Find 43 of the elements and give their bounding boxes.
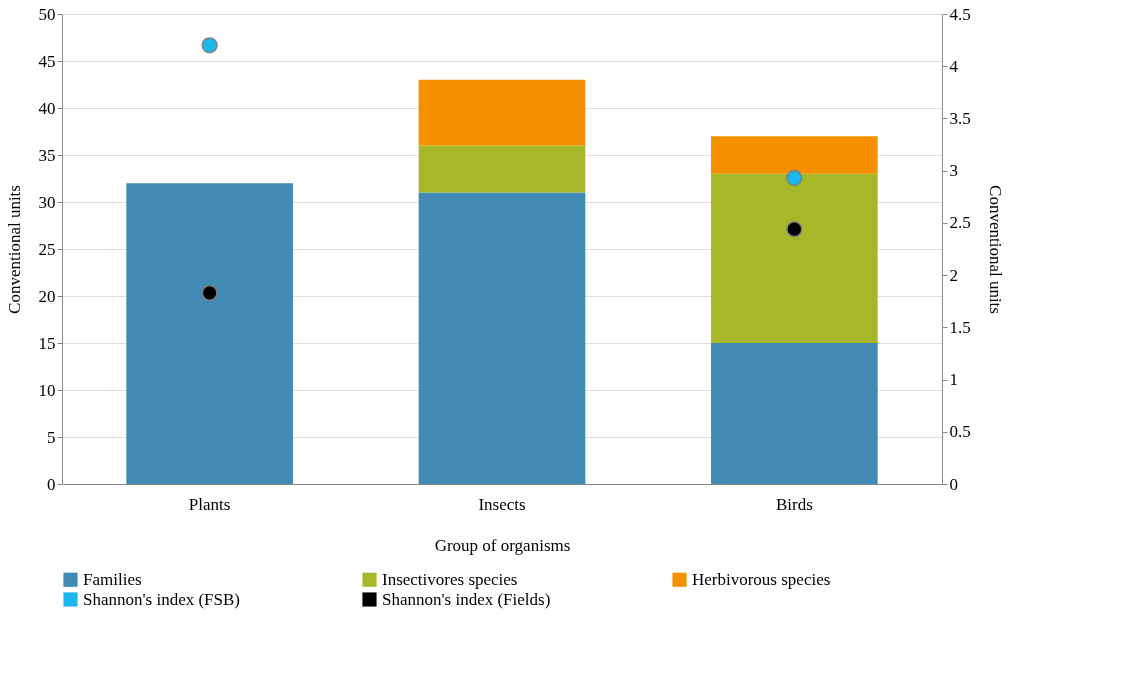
y-tick-label: 0 [47,474,56,494]
y2-tick-label: 4 [949,56,959,76]
y2-tick-label: 1.5 [949,317,971,337]
y-tick-label: 5 [47,427,56,447]
y-tick-label: 25 [38,239,56,259]
x-tick-label: Plants [188,494,231,514]
y2-tick-label: 1 [949,370,958,390]
bar [418,145,586,193]
bar [711,173,878,343]
y2-tick-label: 3.5 [949,108,971,128]
y2-tick-label: 2 [949,265,958,285]
point [201,37,218,54]
point [786,169,803,187]
y-tick-label: 50 [38,4,56,24]
legend-label: Families [83,569,142,589]
bar [711,343,878,484]
y2-axis-title: Conventional units [985,185,1005,314]
y2-tick-label: 2.5 [949,213,971,233]
legend-label: Shannon's index (FSB) [83,589,241,609]
y-tick-label: 30 [38,192,56,212]
legend-label: Shannon's index (Fields) [382,589,551,609]
bar [418,79,586,146]
y2-tick-label: 0 [949,474,958,494]
y-tick-label: 45 [38,51,56,71]
y-axis-title: Conventional units [4,185,24,314]
point [201,284,218,302]
x-axis-title: Group of organisms [434,535,571,555]
y-tick-label: 10 [38,380,56,400]
legend-label: Herbivorous species [692,569,831,589]
x-tick-label: Insects [478,494,526,514]
point [786,221,803,238]
y-tick-label: 40 [38,98,56,118]
x-tick-label: Birds [775,494,813,514]
y-tick-label: 15 [38,333,56,353]
legend-label: Insectivores species [382,569,518,589]
y2-tick-label: 4.5 [949,4,971,24]
y-tick-label: 20 [38,286,56,306]
y-tick-label: 35 [38,145,56,165]
bar [418,192,586,484]
y2-tick-label: 3 [949,161,958,181]
y2-tick-label: 0.5 [949,422,971,442]
bar [126,183,293,484]
bar [711,136,878,174]
